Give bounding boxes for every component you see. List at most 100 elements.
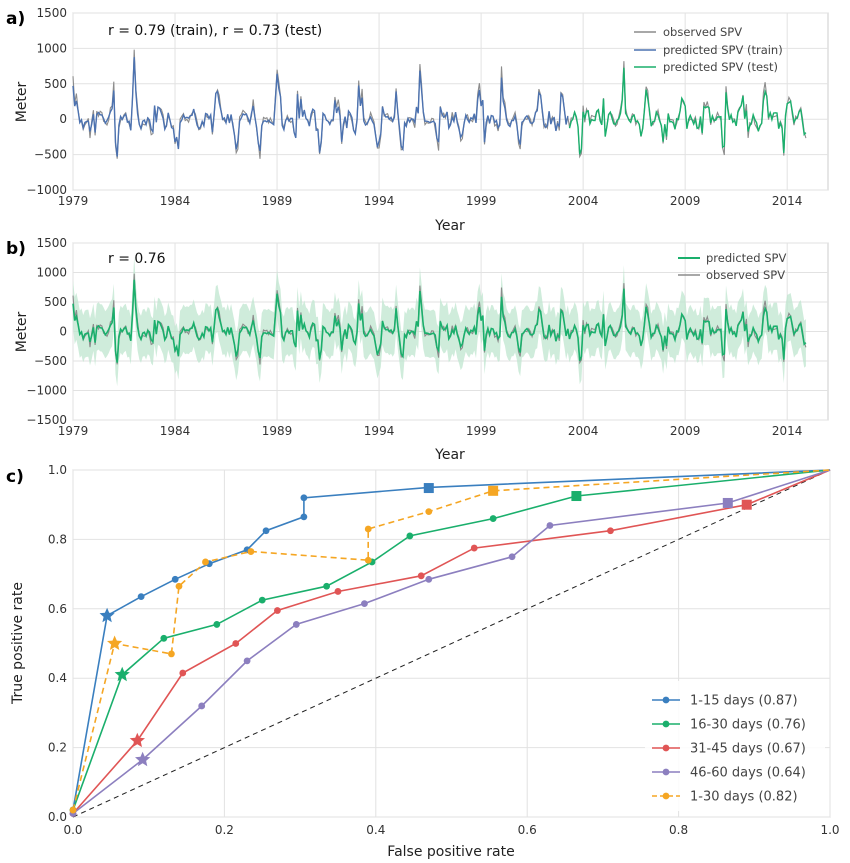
y-tick-label: 1000 — [36, 266, 67, 280]
x-tick-label: 1984 — [160, 424, 191, 438]
roc-square-marker — [741, 499, 752, 510]
legend-label: 1-30 days (0.82) — [690, 790, 798, 805]
series-predicted-spv — [72, 279, 807, 363]
panel-c: 0.0 0.2 0.4 0.6 0.8 1.0 0.0 0.2 0.4 0.6 0.8 1.0 c)… — [6, 463, 840, 860]
y-tick-label: 1000 — [36, 41, 67, 55]
panel-a-yticks: −1000 −500 0 500 1000 1500 — [26, 6, 67, 197]
y-tick-label: −1500 — [26, 413, 67, 427]
roc-point — [262, 527, 270, 535]
panel-b-xticks: 1979 1984 1989 1994 1999 2004 2009 2014 — [58, 424, 803, 438]
x-tick-label: 2004 — [568, 424, 599, 438]
y-tick-label: −1000 — [26, 384, 67, 398]
roc-point — [171, 575, 179, 583]
legend-box — [645, 681, 825, 811]
roc-point — [489, 515, 497, 522]
panel-b-yticks: −1500 −1000 −500 0 500 1000 1500 — [26, 236, 67, 427]
roc-point — [243, 657, 251, 665]
y-tick-label: 0.6 — [48, 602, 67, 616]
legend-marker — [662, 768, 670, 776]
y-tick-label: 0.0 — [48, 810, 67, 824]
roc-point — [334, 588, 342, 595]
x-tick-label: 1979 — [58, 424, 89, 438]
panel-c-diagonal — [72, 469, 831, 818]
panel-b-ylabel: Meter — [14, 311, 30, 352]
panel-b-series — [72, 273, 807, 365]
roc-star-marker — [135, 751, 151, 767]
x-tick-label: 1994 — [364, 194, 395, 208]
x-tick-label: 0.2 — [215, 823, 234, 837]
y-tick-label: 1.0 — [48, 463, 67, 477]
legend-marker — [662, 744, 670, 752]
y-tick-label: −1000 — [26, 183, 67, 197]
roc-point — [273, 607, 281, 614]
x-tick-label: 1.0 — [820, 823, 839, 837]
panel-c-xticks: 0.0 0.2 0.4 0.6 0.8 1.0 — [63, 823, 839, 837]
roc-point — [198, 702, 206, 710]
x-tick-label: 0.4 — [366, 823, 385, 837]
x-tick-label: 2009 — [670, 424, 701, 438]
roc-point — [213, 621, 221, 628]
x-tick-label: 1979 — [58, 194, 89, 208]
panel-b-legend: predicted SPV observed SPV — [678, 251, 786, 282]
series-predicted-train — [72, 57, 569, 157]
x-tick-label: 2014 — [772, 424, 803, 438]
legend-label-observed: observed SPV — [663, 25, 742, 39]
legend-label: 31-45 days (0.67) — [690, 742, 806, 757]
roc-square-marker — [423, 483, 434, 494]
x-tick-label: 2014 — [772, 194, 803, 208]
legend-label-test: predicted SPV (test) — [663, 60, 778, 74]
roc-point — [202, 558, 209, 566]
panel-a-label: a) — [6, 9, 25, 29]
roc-point — [607, 527, 614, 535]
x-tick-label: 0.8 — [669, 823, 688, 837]
panel-c-series — [69, 469, 831, 817]
roc-point — [179, 669, 187, 677]
y-tick-label: 0.4 — [48, 671, 67, 685]
roc-point — [470, 544, 478, 552]
roc-point — [425, 508, 433, 516]
roc-point — [546, 522, 554, 529]
roc-square-marker — [722, 497, 733, 508]
legend-marker — [662, 696, 670, 704]
panel-c-yticks: 0.0 0.2 0.4 0.6 0.8 1.0 — [48, 463, 67, 824]
legend-label-train: predicted SPV (train) — [663, 43, 783, 57]
panel-c-legend: 1-15 days (0.87) 16-30 days (0.76) 31-45 d… — [645, 681, 825, 811]
roc-point — [300, 513, 308, 521]
roc-point — [508, 553, 516, 561]
roc-point — [364, 556, 372, 564]
panel-a-frame — [72, 12, 829, 191]
y-tick-label: 1500 — [36, 236, 67, 250]
panel-a-series — [72, 49, 807, 159]
roc-point — [417, 572, 425, 580]
y-tick-label: 0.8 — [48, 532, 67, 546]
panel-b-uncertainty-band — [73, 256, 806, 387]
roc-point — [292, 621, 300, 628]
legend-marker — [662, 720, 670, 728]
x-tick-label: 1989 — [262, 424, 293, 438]
y-tick-label: 500 — [44, 77, 67, 91]
roc-point — [406, 532, 414, 540]
x-tick-label: 0.0 — [63, 823, 82, 837]
roc-point — [168, 650, 175, 658]
x-tick-label: 1989 — [262, 194, 293, 208]
panel-a-legend: observed SPV predicted SPV (train) predi… — [634, 25, 783, 74]
roc-point — [160, 634, 168, 642]
roc-point — [258, 596, 266, 604]
roc-point — [247, 548, 255, 555]
roc-point — [323, 582, 330, 590]
roc-star-marker — [99, 607, 115, 623]
x-tick-label: 2009 — [670, 194, 701, 208]
x-tick-label: 1994 — [364, 424, 395, 438]
roc-star-marker — [114, 666, 130, 682]
panel-a-grid — [72, 12, 828, 191]
roc-point — [69, 806, 77, 814]
panel-b: 1979 1984 1989 1994 1999 2004 2009 2014 −1500 −1… — [6, 236, 829, 463]
panel-a: 1979 1984 1989 1994 1999 2004 2009 2014 −1000 −5… — [6, 6, 829, 234]
roc-square-marker — [571, 491, 582, 502]
y-tick-label: 1500 — [36, 6, 67, 20]
panel-c-xlabel: False positive rate — [387, 844, 514, 860]
legend-label: 46-60 days (0.64) — [690, 766, 806, 781]
x-tick-label: 1999 — [466, 424, 497, 438]
roc-point — [137, 593, 145, 601]
series-predicted-test — [568, 67, 807, 155]
